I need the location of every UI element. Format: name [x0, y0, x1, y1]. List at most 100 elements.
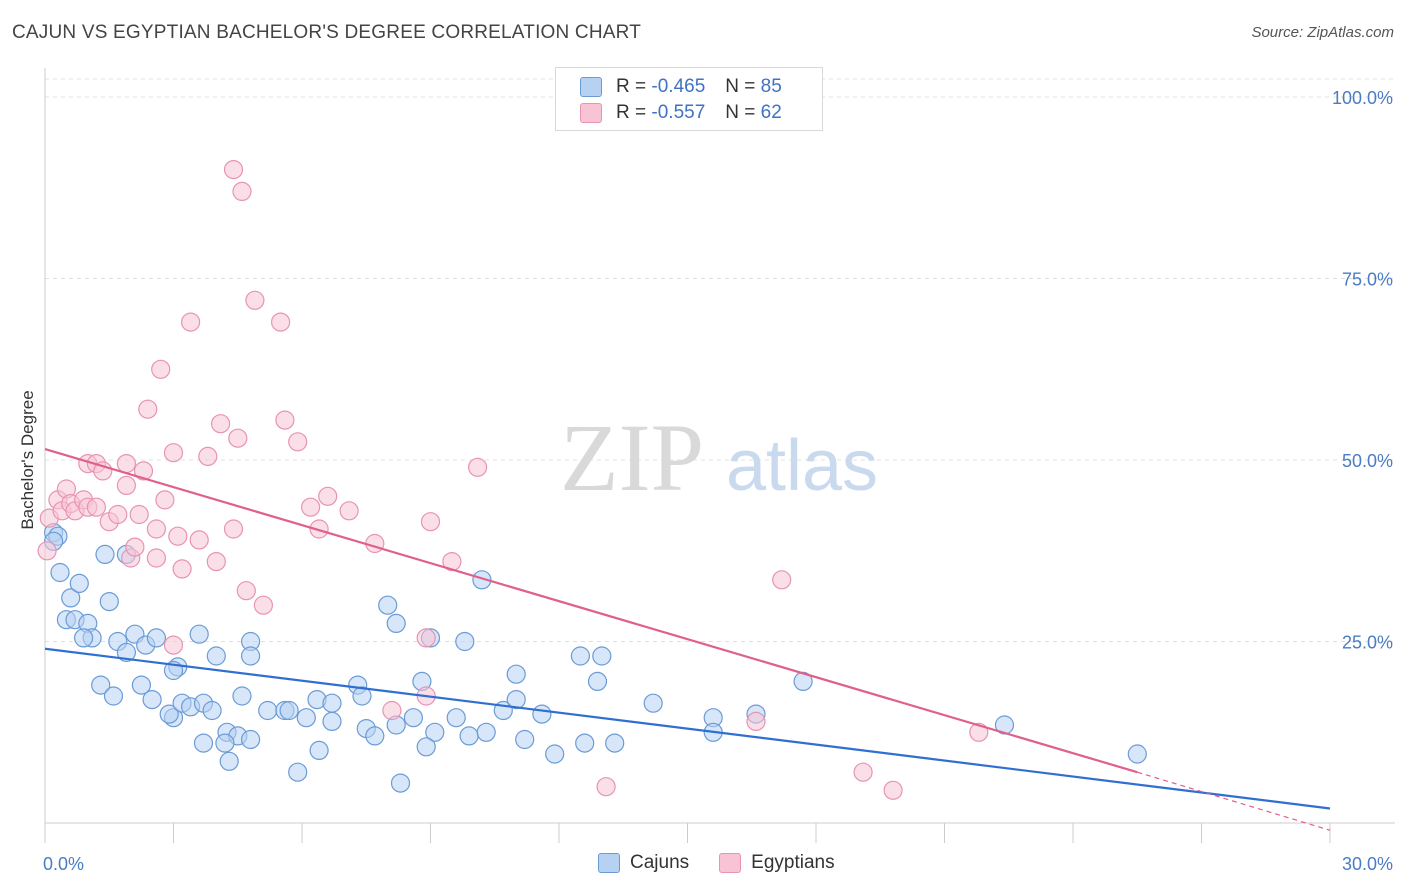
- cajun-point: [309, 740, 329, 761]
- legend-r-value: -0.465: [651, 76, 706, 97]
- cajun-swatch: [580, 77, 602, 97]
- egyptian-point: [365, 533, 385, 554]
- cajun-point: [296, 708, 316, 728]
- legend-row-egyptian: R = -0.557 N = 62: [580, 100, 782, 126]
- cajun-point: [643, 693, 663, 713]
- egyptian-point: [129, 504, 149, 525]
- cajun-point: [206, 646, 226, 666]
- egyptian-point: [189, 530, 209, 550]
- x-tick-label-min: 0.0%: [43, 854, 84, 874]
- legend-r-value: -0.557: [651, 102, 706, 123]
- cajun-point: [416, 737, 436, 757]
- legend-n-label: N =: [725, 102, 756, 123]
- egyptian-point: [206, 551, 226, 572]
- watermark-zip: ZIP: [560, 404, 704, 511]
- y-tick-label: 100.0%: [1332, 88, 1393, 108]
- cajun-point: [472, 570, 492, 590]
- egyptian-point: [420, 512, 441, 532]
- egyptian-point: [37, 541, 57, 561]
- egyptian-point: [86, 497, 107, 517]
- stats-legend: R = -0.465 N = 85 R = -0.557 N = 62: [555, 67, 823, 131]
- cajun-point: [403, 708, 423, 728]
- cajun-point: [219, 751, 239, 771]
- egyptian-point: [133, 461, 154, 481]
- egyptian-swatch: [580, 103, 602, 123]
- cajun-point: [103, 686, 124, 706]
- x-tick-label-max: 30.0%: [1342, 854, 1393, 874]
- legend-r-label: R =: [616, 76, 647, 97]
- egyptian-trend-extension: [1137, 771, 1331, 831]
- cajun-point: [1127, 744, 1147, 764]
- cajun-point: [73, 628, 94, 648]
- cajun-point: [515, 729, 535, 750]
- egyptian-point: [245, 290, 265, 310]
- egyptian-point: [271, 312, 291, 332]
- cajun-point: [91, 675, 111, 695]
- y-tick-labels: 100.0% 75.0% 50.0% 25.0%: [1332, 88, 1393, 653]
- egyptian-point: [228, 428, 248, 448]
- watermark-atlas: atlas: [726, 426, 878, 506]
- egyptian-point: [318, 486, 338, 506]
- cajun-point: [50, 562, 70, 583]
- cajun-point: [116, 642, 137, 663]
- cajun-point: [189, 624, 209, 644]
- cajun-point: [288, 762, 308, 782]
- y-tick-label: 50.0%: [1342, 451, 1393, 471]
- cajun-point: [258, 700, 278, 721]
- egyptian-point: [596, 777, 616, 797]
- egyptian-point: [125, 537, 145, 557]
- egyptian-point: [181, 312, 201, 332]
- cajun-point: [322, 711, 342, 732]
- egyptian-point: [309, 519, 329, 539]
- cajun-point: [215, 733, 235, 753]
- egyptian-point: [275, 410, 295, 430]
- cajun-point: [386, 613, 406, 634]
- cajun-point: [605, 733, 625, 753]
- legend-n-value: 85: [760, 76, 782, 97]
- cajun-point: [146, 628, 166, 648]
- egyptian-point: [168, 526, 188, 546]
- cajun-point: [352, 686, 372, 706]
- cajun-point: [99, 591, 119, 612]
- egyptian-point: [416, 628, 436, 648]
- egyptian-point: [108, 504, 128, 525]
- egyptian-point: [223, 519, 244, 539]
- cajun-trend-line: [44, 647, 1331, 810]
- cajun-point: [69, 573, 89, 594]
- cajun-point: [61, 588, 81, 608]
- cajun-point: [575, 733, 595, 753]
- legend-n-label: N =: [725, 76, 756, 97]
- egyptian-point: [198, 446, 218, 466]
- cajun-point: [506, 689, 526, 710]
- legend-row-cajun: R = -0.465 N = 85: [580, 74, 782, 100]
- egyptian-point: [223, 160, 244, 180]
- egyptian-point: [253, 595, 273, 615]
- egyptian-point: [138, 399, 158, 419]
- cajun-point: [476, 722, 496, 742]
- cajun-point: [592, 646, 612, 666]
- egyptian-point: [163, 443, 184, 463]
- y-tick-label: 25.0%: [1342, 633, 1393, 653]
- egyptian-point: [382, 700, 402, 721]
- cajun-point: [241, 646, 261, 666]
- cajun-point: [322, 693, 342, 713]
- watermark: ZIP atlas: [560, 404, 878, 511]
- cajun-point: [378, 595, 398, 615]
- legend-item-egyptians: Egyptians: [719, 852, 835, 874]
- cajun-point: [241, 729, 261, 750]
- egyptian-point: [211, 414, 231, 434]
- cajun-point: [159, 704, 179, 724]
- cajun-point: [587, 671, 608, 692]
- cajun-points: [43, 522, 1147, 793]
- egyptian-point: [883, 780, 903, 800]
- egyptian-point: [746, 711, 766, 732]
- egyptian-point: [301, 497, 321, 517]
- source-credit: Source: ZipAtlas.com: [1251, 24, 1394, 41]
- cajun-point: [506, 664, 526, 684]
- egyptian-point: [339, 501, 359, 521]
- series-legend: Cajuns Egyptians: [598, 852, 865, 874]
- cajun-point: [570, 646, 591, 666]
- grid-lines: [45, 78, 1395, 642]
- cajun-legend-swatch: [598, 853, 620, 873]
